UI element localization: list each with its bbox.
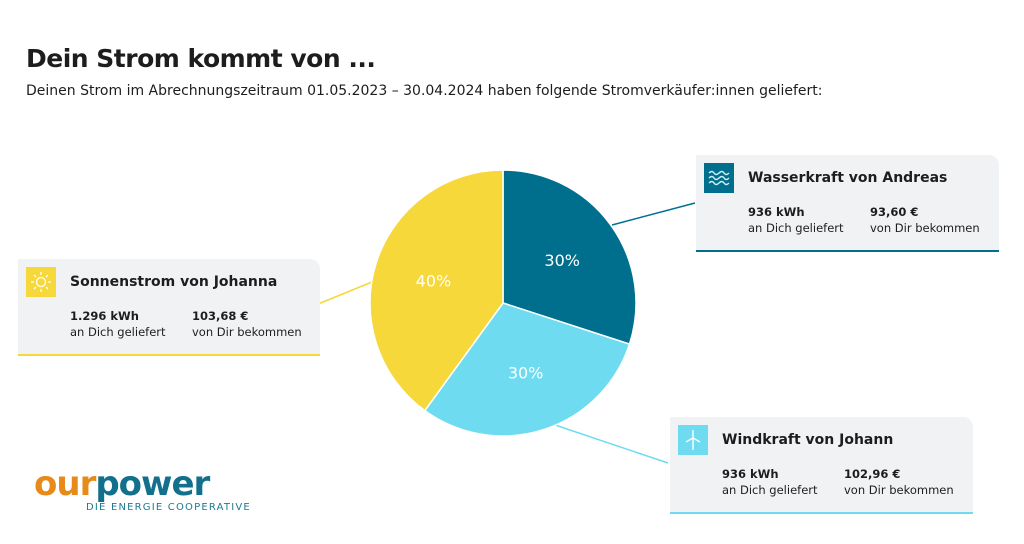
card-name: Windkraft von Johann [722, 432, 894, 448]
card-name: Sonnenstrom von Johanna [70, 274, 278, 290]
kwh-label: an Dich geliefert [722, 483, 818, 497]
kwh-value: 1.296 kWh [70, 309, 139, 323]
eur-label: von Dir bekommen [870, 221, 980, 235]
kwh-label: an Dich geliefert [70, 325, 166, 339]
leader-line-water [611, 202, 696, 226]
slice-label: 40% [416, 271, 452, 290]
card-sun: Sonnenstrom von Johanna 1.296 kWh an Dich… [18, 259, 320, 356]
wind-turbine-icon [678, 425, 708, 455]
sun-icon [26, 267, 56, 297]
leader-line-wind [554, 424, 669, 464]
eur-value: 102,96 € [844, 467, 901, 481]
leader-line-sun [317, 281, 373, 305]
logo-tagline: DIE ENERGIE COOPERATIVE [86, 502, 251, 513]
page-subtitle: Deinen Strom im Abrechnungszeitraum 01.0… [26, 83, 823, 99]
kwh-value: 936 kWh [748, 205, 805, 219]
slice-label: 30% [544, 251, 580, 270]
eur-label: von Dir bekommen [844, 483, 954, 497]
logo-power: power [95, 464, 210, 504]
eur-value: 103,68 € [192, 309, 249, 323]
card-water: Wasserkraft von Andreas 936 kWh an Dich g… [696, 155, 999, 252]
page-title: Dein Strom kommt von ... [26, 44, 376, 73]
water-waves-icon [704, 163, 734, 193]
pie-slice [369, 169, 504, 412]
card-wind: Windkraft von Johann 936 kWh an Dich geli… [670, 417, 973, 514]
card-name: Wasserkraft von Andreas [748, 170, 948, 186]
logo-our: our [34, 464, 96, 504]
eur-label: von Dir bekommen [192, 325, 302, 339]
kwh-label: an Dich geliefert [748, 221, 844, 235]
slice-label: 30% [508, 364, 544, 383]
kwh-value: 936 kWh [722, 467, 779, 481]
ourpower-logo: ourpower DIE ENERGIE COOPERATIVE [34, 466, 251, 513]
pie-slice [423, 302, 631, 437]
pie-slice [502, 169, 637, 346]
eur-value: 93,60 € [870, 205, 919, 219]
